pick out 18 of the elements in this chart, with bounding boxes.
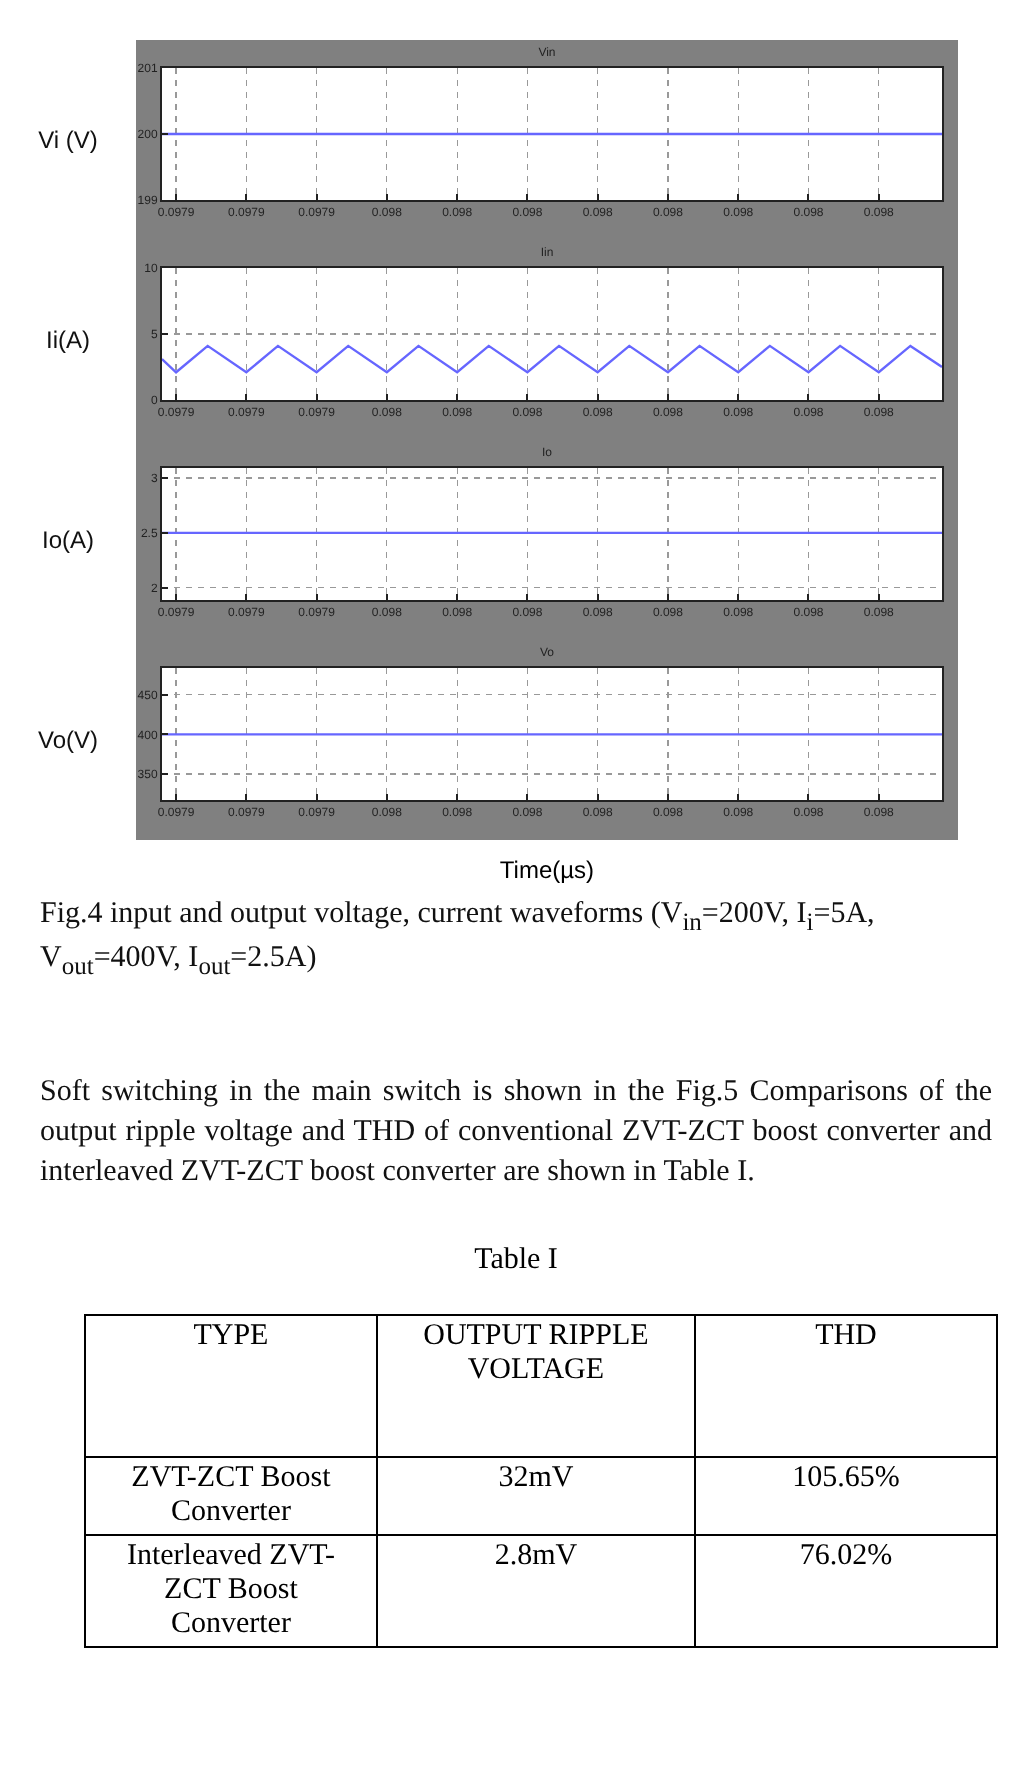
category-label: Interleaved ZVT-ZCT Boost Converter bbox=[126, 1540, 335, 1640]
category-label: TYPE bbox=[85, 1315, 377, 1457]
x-axis-title: Time(µs) bbox=[497, 854, 597, 884]
text: 32mV bbox=[498, 1462, 574, 1494]
text: 76.02% bbox=[799, 1540, 893, 1572]
line-series bbox=[162, 344, 942, 374]
y-axis-title: Ii(A) bbox=[44, 326, 92, 354]
text: Fig.4 input and output voltage, current waveforms (V$_{in}$=200V, I$_{i}$=5A, V$_{out}$=400V, I$_{out}$=2.5A) bbox=[40, 898, 875, 980]
y-axis-title: Io(A) bbox=[39, 526, 96, 554]
category-label: OUTPUT RIPPLE VOLTAGE bbox=[376, 1315, 695, 1457]
category-label: ZVT-ZCT Boost Converter bbox=[131, 1462, 331, 1528]
text: Table I bbox=[472, 1244, 560, 1278]
text: Soft switching in the main switch is shown in the Fig.5 Comparisons of the output ripple voltage and THD of conventional ZVT-ZCT boost converter and interleaved ZVT-ZCT boost converter are shown in Table I. bbox=[40, 1074, 992, 1192]
category-label: THD bbox=[694, 1315, 997, 1457]
y-axis-title: Vi (V) bbox=[36, 126, 100, 154]
y-axis-title: Vo(V) bbox=[35, 726, 100, 754]
text: 2.8mV bbox=[494, 1540, 578, 1572]
text: 105.65% bbox=[792, 1462, 900, 1494]
